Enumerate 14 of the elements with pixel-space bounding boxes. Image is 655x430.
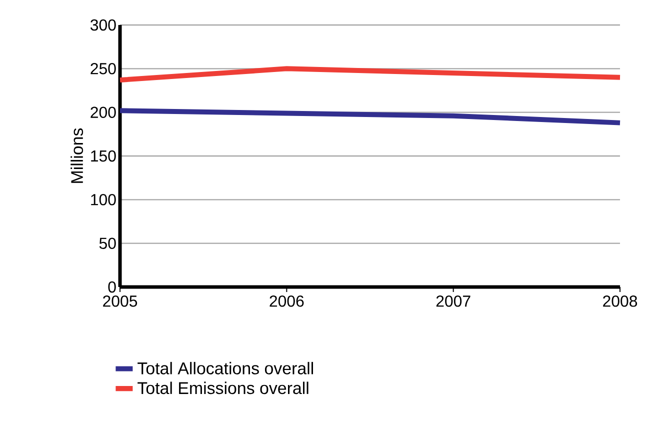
- x-tick-label: 2008: [603, 296, 638, 307]
- y-tick-label: 0: [108, 281, 116, 293]
- y-tick-label: 150: [91, 150, 116, 162]
- legend-label: Total Allocations overall: [138, 362, 313, 374]
- y-tick-label: 200: [90, 106, 116, 118]
- x-tick-label: 2005: [103, 296, 138, 307]
- y-tick-label: 100: [91, 194, 116, 206]
- y-tick-label: 300: [90, 19, 116, 31]
- y-axis-title: Millions: [70, 128, 84, 183]
- y-tick-label: 50: [99, 238, 116, 249]
- x-tick-label: 2007: [436, 296, 470, 307]
- y-tick-label: 250: [90, 63, 116, 74]
- x-tick-label: 2006: [270, 296, 304, 307]
- legend-label: Total Emissions overall: [138, 382, 308, 394]
